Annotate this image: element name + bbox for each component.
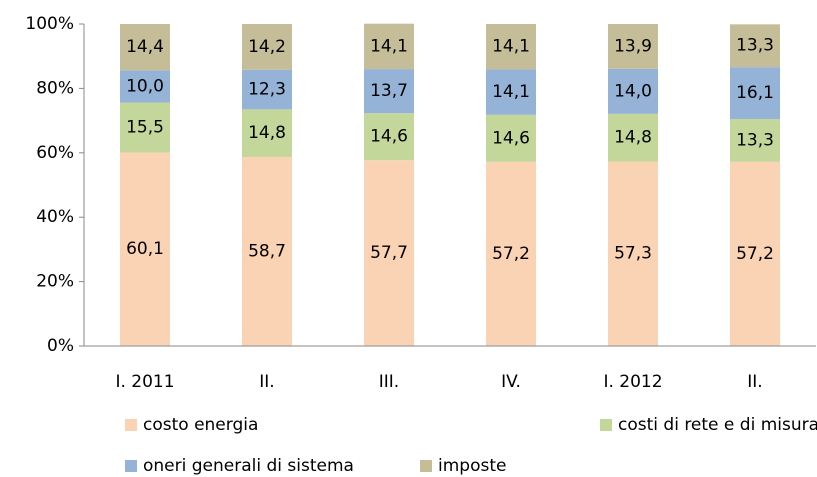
bar-segment	[486, 69, 536, 115]
bar-segment	[730, 67, 780, 119]
data-label: 15,5	[126, 118, 164, 138]
bar-segment	[730, 118, 780, 162]
bar-segment	[242, 24, 292, 70]
legend-label: costo energia	[143, 415, 258, 435]
bar-segment	[120, 102, 170, 153]
legend-swatch	[125, 460, 137, 472]
data-label: 58,7	[248, 241, 286, 261]
bar-segment	[242, 69, 292, 110]
bar-segment	[730, 24, 780, 68]
data-label: 14,6	[492, 128, 530, 148]
bar-segment	[730, 161, 780, 346]
y-tick-label: 20%	[36, 272, 74, 292]
data-label: 10,0	[126, 76, 164, 96]
bar-segment	[486, 161, 536, 346]
data-label: 14,6	[370, 127, 408, 147]
bar-segment	[364, 160, 414, 346]
data-label: 12,3	[248, 80, 286, 100]
bar-segment	[608, 113, 658, 162]
y-tick-label: 40%	[36, 207, 74, 227]
data-label: 57,3	[614, 244, 652, 264]
bar-segment	[608, 68, 658, 114]
data-label: 13,3	[736, 130, 774, 150]
legend-swatch	[420, 460, 432, 472]
data-label: 60,1	[126, 239, 164, 259]
bar-segment	[364, 23, 414, 70]
data-label: 14,1	[492, 37, 530, 57]
bar-segment	[486, 114, 536, 162]
data-label: 14,1	[492, 82, 530, 102]
legend-label: costi di rete e di misura	[618, 415, 817, 435]
bar-segment	[120, 70, 170, 103]
data-label: 57,2	[736, 244, 774, 264]
bar-segment	[242, 109, 292, 157]
data-label: 57,2	[492, 244, 530, 264]
y-tick-label: 100%	[25, 14, 74, 34]
data-label: 14,0	[614, 81, 652, 101]
y-tick-label: 80%	[36, 78, 74, 98]
bar-segment	[120, 152, 170, 346]
x-tick-label: I. 2011	[115, 372, 174, 392]
legend-swatch	[600, 419, 612, 431]
data-label: 14,8	[614, 128, 652, 148]
y-tick-label: 0%	[47, 336, 74, 356]
legend-label: oneri generali di sistema	[143, 456, 354, 476]
data-label: 16,1	[736, 83, 774, 103]
x-tick-label: I. 2012	[603, 372, 662, 392]
data-label: 14,1	[370, 36, 408, 56]
data-label: 57,7	[370, 243, 408, 263]
data-label: 13,3	[736, 36, 774, 56]
y-tick-label: 60%	[36, 143, 74, 163]
bar-segment	[242, 156, 292, 346]
data-label: 14,2	[248, 37, 286, 57]
legend-swatch	[125, 419, 137, 431]
data-label: 13,9	[614, 36, 652, 56]
x-tick-label: III.	[379, 372, 399, 392]
bar-segment	[364, 69, 414, 114]
bar-segment	[608, 24, 658, 69]
x-tick-label: IV.	[501, 372, 521, 392]
x-tick-label: II.	[259, 372, 274, 392]
data-label: 13,7	[370, 81, 408, 101]
legend-label: imposte	[438, 456, 506, 476]
bar-segment	[120, 24, 170, 71]
bar-segment	[608, 161, 658, 346]
bar-segment	[364, 113, 414, 161]
data-label: 14,8	[248, 123, 286, 143]
data-label: 14,4	[126, 37, 164, 57]
bar-segment	[486, 24, 536, 70]
x-tick-label: II.	[747, 372, 762, 392]
